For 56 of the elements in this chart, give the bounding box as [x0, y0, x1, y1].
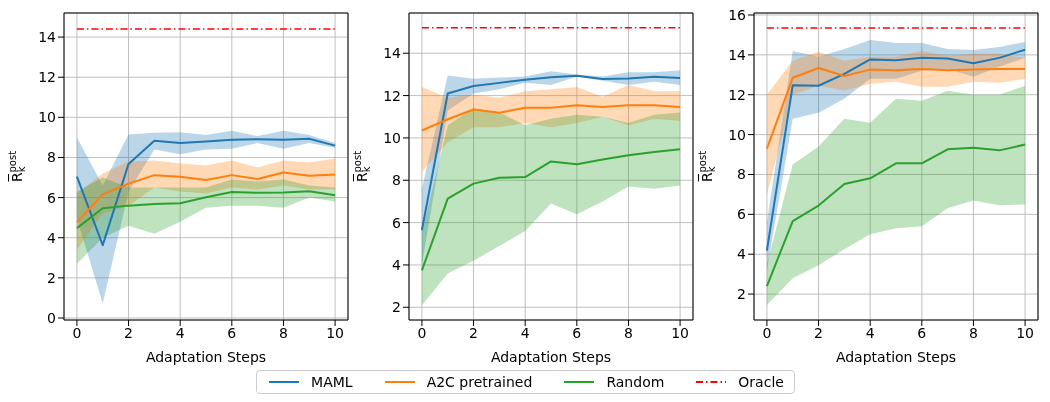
line-series — [765, 143, 1027, 288]
y-tick-label: 4 — [737, 246, 747, 263]
x-tick-label: 2 — [124, 324, 134, 341]
y-tick-label: 16 — [728, 6, 747, 23]
line-series — [420, 74, 682, 232]
y-tick-label: 2 — [47, 269, 56, 286]
line-series — [75, 190, 337, 230]
y-tick-label: 6 — [737, 206, 747, 223]
y-tick-label: 14 — [38, 29, 57, 46]
x-tick-label: 4 — [865, 324, 875, 341]
y-tick-label: 0 — [47, 309, 56, 326]
line-series — [75, 137, 337, 247]
y-tick-label: 10 — [38, 109, 56, 126]
legend-label: A2C pretrained — [426, 374, 533, 390]
x-axis-title: Adaptation Steps — [145, 349, 267, 365]
legend-label: Oracle — [738, 374, 784, 390]
x-tick-label: 0 — [72, 324, 82, 341]
legend-label: MAML — [311, 374, 353, 390]
x-tick-label: 8 — [278, 324, 288, 341]
legend-label: Random — [606, 374, 665, 390]
y-tick-label: 12 — [38, 69, 56, 86]
line-series — [765, 67, 1027, 150]
y-tick-label: 2 — [392, 299, 401, 316]
line-series — [420, 104, 682, 132]
x-axis-title: Adaptation Steps — [490, 349, 612, 365]
y-tick-label: 6 — [47, 189, 57, 206]
x-tick-label: 2 — [814, 324, 824, 341]
x-tick-label: 4 — [175, 324, 185, 341]
y-tick-label: 10 — [728, 126, 746, 143]
line-series — [75, 171, 337, 224]
x-tick-label: 10 — [326, 324, 344, 341]
x-tick-label: 4 — [520, 324, 530, 341]
x-tick-label: 6 — [917, 324, 927, 341]
y-tick-label: 8 — [392, 172, 401, 189]
y-tick-label: 2 — [737, 286, 746, 303]
y-tick-label: 6 — [392, 214, 402, 231]
y-tick-label: 4 — [47, 229, 57, 246]
x-tick-label: 8 — [623, 324, 633, 341]
y-tick-label: 12 — [728, 86, 746, 103]
y-tick-label: 12 — [383, 87, 401, 104]
y-tick-label: 8 — [47, 149, 56, 166]
y-tick-label: 14 — [383, 45, 402, 62]
y-tick-label: 4 — [392, 256, 402, 273]
x-tick-label: 8 — [968, 324, 978, 341]
x-tick-label: 10 — [671, 324, 690, 341]
line-series — [420, 148, 682, 272]
y-tick-label: 14 — [728, 46, 747, 63]
x-tick-label: 0 — [417, 324, 427, 341]
x-tick-label: 6 — [227, 324, 237, 341]
x-tick-label: 10 — [1016, 324, 1035, 341]
x-tick-label: 6 — [572, 324, 582, 341]
y-tick-label: 10 — [383, 129, 401, 146]
x-tick-label: 0 — [762, 324, 772, 341]
y-tick-label: 8 — [737, 166, 746, 183]
x-tick-label: 2 — [469, 324, 479, 341]
x-axis-title: Adaptation Steps — [835, 349, 957, 365]
